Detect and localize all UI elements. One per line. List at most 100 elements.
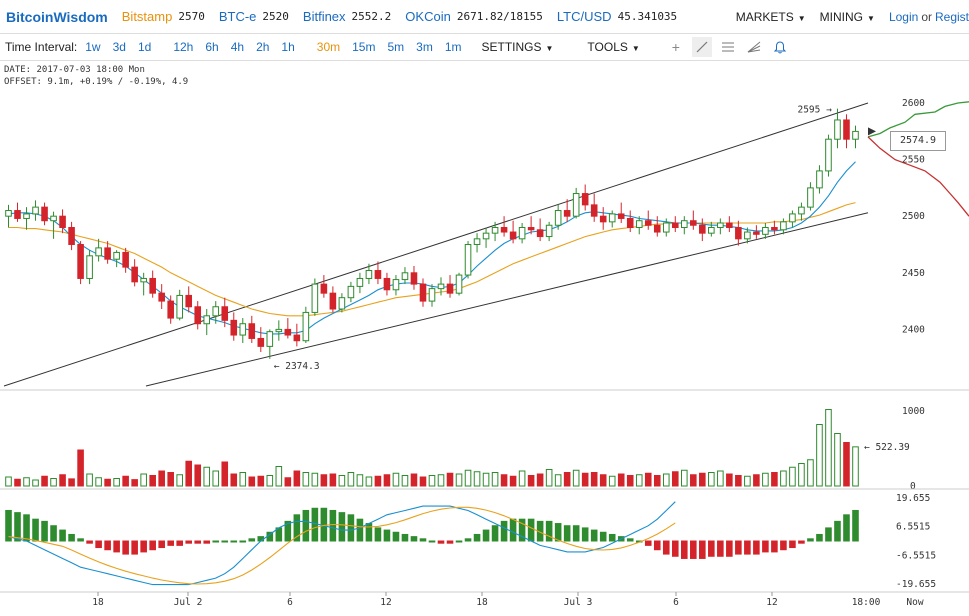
volume-bar: [744, 475, 751, 487]
candle-body: [608, 213, 616, 223]
candle-body: [708, 227, 715, 234]
volume-bar: [374, 475, 382, 487]
macd-histogram-bar: [518, 518, 526, 542]
macd-tick-label: 6.5515: [896, 522, 930, 533]
macd-histogram-bar: [744, 540, 751, 555]
volume-bar: [662, 473, 670, 487]
macd-histogram-bar: [293, 514, 301, 542]
candle-body: [122, 251, 129, 268]
volume-bar: [617, 473, 625, 487]
exchange-okcoin[interactable]: OKCoin 2671.82/18155: [405, 9, 543, 24]
bid-depth-line: [867, 136, 969, 217]
interval-15m[interactable]: 15m: [352, 40, 376, 54]
exchange-bitstamp[interactable]: Bitstamp 2570: [122, 9, 205, 24]
macd-histogram-bar: [590, 529, 598, 542]
candle-body: [671, 222, 679, 229]
macd-histogram-bar: [5, 509, 12, 542]
interval-30m[interactable]: 30m: [316, 40, 341, 54]
interval-2h[interactable]: 2h: [256, 40, 270, 54]
trend-line-lower: [145, 212, 869, 387]
volume-bar: [807, 459, 814, 487]
candle-body: [275, 328, 283, 333]
chart-toolbar: Time Interval: 1w 3d 1d 12h 6h 4h 2h 1h 30m 15m…: [0, 34, 969, 61]
volume-bar: [572, 469, 580, 487]
volume-bar: [167, 472, 174, 487]
candle-body: [113, 251, 120, 260]
exchange-name[interactable]: Bitfinex: [302, 9, 346, 24]
macd-histogram-bar: [428, 540, 436, 543]
macd-histogram-bar: [644, 540, 652, 546]
brand-logo[interactable]: BitcoinWisdom: [6, 8, 108, 25]
interval-1d[interactable]: 1d: [137, 40, 152, 54]
volume-bar: [95, 477, 102, 487]
fan-icon[interactable]: [744, 37, 764, 57]
x-tick-label: 18: [476, 597, 488, 608]
interval-6h[interactable]: 6h: [205, 40, 219, 54]
candle-body: [816, 170, 823, 189]
macd-histogram-bar: [122, 540, 129, 555]
interval-3d[interactable]: 3d: [112, 40, 126, 54]
candle-body: [284, 328, 292, 336]
volume-bar: [852, 446, 859, 487]
price-chart[interactable]: 2600 2550 2500 2450 2400 2595 → ← 2374.3 1000 0…: [0, 61, 969, 616]
exchange-name[interactable]: BTC-e: [218, 9, 257, 24]
volume-bar: [635, 474, 643, 487]
last-price-label: 2574.9: [890, 131, 946, 151]
interval-1m[interactable]: 1m: [444, 40, 462, 54]
macd-histogram-bar: [131, 540, 138, 555]
macd-histogram-bar: [708, 540, 715, 557]
macd-histogram-bar: [473, 533, 481, 542]
candle-body: [104, 247, 111, 260]
volume-bar: [699, 472, 706, 487]
candle-body: [41, 206, 48, 222]
tools-dropdown[interactable]: TOOLS ▼: [587, 40, 639, 54]
x-tick-label: Jul 3: [564, 597, 593, 608]
exchange-price: 2570: [178, 10, 205, 23]
alert-bell-icon[interactable]: [770, 37, 790, 57]
fib-lines-icon[interactable]: [718, 37, 738, 57]
crosshair-icon[interactable]: +: [671, 39, 680, 55]
macd-histogram-bar: [780, 540, 787, 551]
line-draw-icon[interactable]: [691, 37, 712, 57]
candle-body: [545, 224, 553, 238]
markets-dropdown[interactable]: MARKETS ▼: [736, 10, 806, 24]
interval-3m[interactable]: 3m: [416, 40, 433, 54]
price-tick-label: 2500: [902, 211, 925, 222]
exchange-price: 2671.82/18155: [456, 10, 543, 23]
interval-5m[interactable]: 5m: [387, 40, 405, 54]
macd-histogram-bar: [762, 540, 769, 553]
candle-body: [140, 277, 147, 283]
interval-4h[interactable]: 4h: [230, 40, 245, 54]
macd-histogram-bar: [59, 529, 66, 542]
mining-dropdown[interactable]: MINING ▼: [820, 10, 875, 24]
exchange-name[interactable]: LTC/USD: [556, 9, 612, 24]
interval-1w[interactable]: 1w: [85, 40, 101, 54]
login-link[interactable]: Login: [888, 9, 919, 24]
macd-histogram-bar: [149, 540, 156, 551]
exchange-price: 45.341035: [617, 10, 678, 23]
candle-body: [131, 266, 138, 283]
exchange-ltcusd[interactable]: LTC/USD 45.341035: [557, 9, 677, 24]
macd-histogram-bar: [735, 540, 742, 555]
volume-bar: [599, 474, 607, 487]
volume-bar: [681, 469, 688, 487]
register-link[interactable]: Regist: [934, 9, 969, 24]
interval-1h[interactable]: 1h: [281, 40, 295, 54]
exchange-btce[interactable]: BTC-e 2520: [219, 9, 289, 24]
macd-histogram-bar: [338, 512, 346, 542]
exchange-bitfinex[interactable]: Bitfinex 2552.2: [303, 9, 391, 24]
candle-body: [464, 243, 472, 276]
macd-histogram-bar: [699, 540, 706, 559]
macd-histogram-bar: [383, 529, 391, 542]
interval-12h[interactable]: 12h: [173, 40, 194, 54]
exchange-name[interactable]: OKCoin: [405, 9, 451, 24]
settings-dropdown[interactable]: SETTINGS ▼: [481, 40, 553, 54]
candle-body: [32, 206, 39, 215]
volume-bar: [77, 449, 84, 487]
exchange-name[interactable]: Bitstamp: [121, 9, 173, 24]
volume-bar: [311, 472, 319, 487]
top-ticker-bar: BitcoinWisdom Bitstamp 2570 BTC-e 2520 B…: [0, 0, 969, 34]
last-price-marker: [868, 127, 876, 136]
volume-bar: [212, 470, 220, 487]
volume-bar: [14, 478, 21, 487]
